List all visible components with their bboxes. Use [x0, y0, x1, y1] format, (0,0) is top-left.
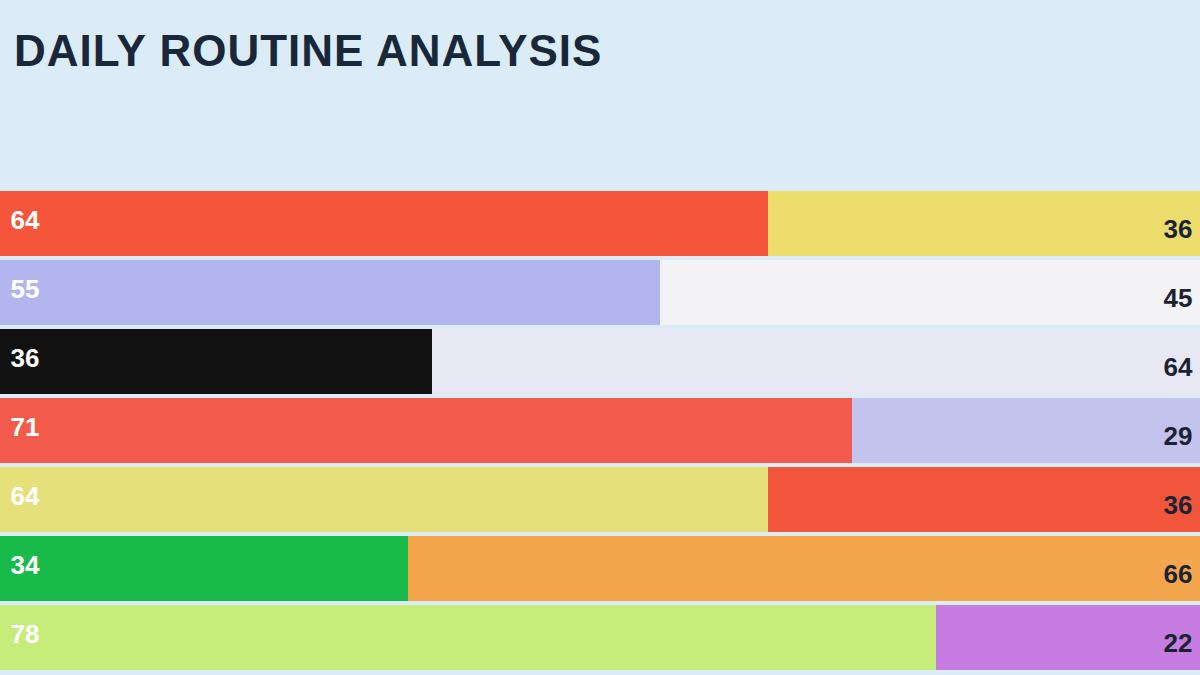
- svg-text:55: 55: [11, 274, 40, 304]
- svg-text:45: 45: [1164, 283, 1193, 313]
- svg-text:36: 36: [1164, 490, 1193, 520]
- svg-text:22: 22: [1164, 628, 1193, 658]
- svg-text:34: 34: [11, 550, 40, 580]
- svg-text:64: 64: [1164, 352, 1193, 382]
- svg-text:36: 36: [1164, 214, 1193, 244]
- svg-text:64: 64: [11, 205, 40, 235]
- svg-text:66: 66: [1164, 559, 1193, 589]
- svg-text:64: 64: [11, 481, 40, 511]
- svg-text:29: 29: [1164, 421, 1193, 451]
- html-text:DAILY ROUTINE ANALYSIS: DAILY ROUTINE ANALYSIS: [14, 26, 603, 75]
- svg-text:78: 78: [11, 619, 40, 649]
- svg-text:71: 71: [11, 412, 40, 442]
- svg-text:36: 36: [11, 343, 40, 373]
